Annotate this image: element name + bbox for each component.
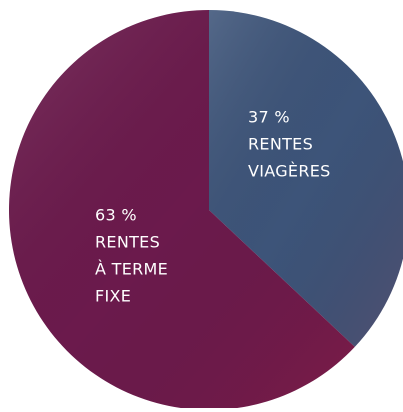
slice-label: À TERME — [95, 260, 168, 279]
slice-label: FIXE — [95, 287, 131, 306]
slice-shade — [209, 10, 403, 347]
slice-label: RENTES — [95, 233, 160, 252]
value-label: 37 % — [248, 108, 290, 127]
slice-shade — [9, 10, 355, 410]
slice-label: RENTES — [248, 135, 313, 154]
value-label: 63 % — [95, 206, 137, 225]
slice-label: VIAGÈRES — [248, 162, 331, 181]
